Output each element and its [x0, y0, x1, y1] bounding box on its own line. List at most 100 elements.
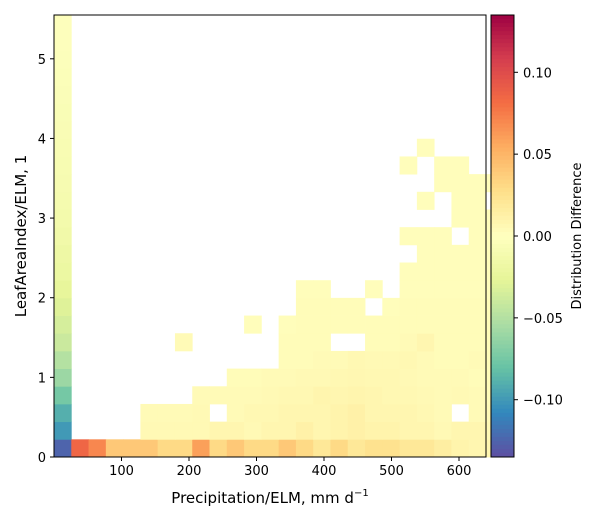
- heatmap-cell: [434, 403, 452, 423]
- heatmap-cell: [330, 386, 349, 405]
- colorbar-segment: [491, 87, 514, 92]
- colorbar-segment: [491, 420, 514, 426]
- heatmap-cell: [261, 421, 280, 440]
- heatmap-cell: [54, 262, 72, 281]
- heatmap-cell: [295, 386, 314, 405]
- colorbar-label: Distribution Difference: [570, 163, 585, 310]
- heatmap-cell: [261, 403, 280, 423]
- colorbar-segment: [491, 248, 514, 253]
- colorbar-segment: [491, 336, 514, 341]
- heatmap-cell: [434, 262, 452, 281]
- colorbar-segment: [491, 143, 514, 149]
- colorbar-segment: [491, 428, 514, 434]
- heatmap-cell: [416, 386, 435, 405]
- heatmap-cell: [365, 333, 383, 352]
- heatmap-cell: [54, 174, 72, 193]
- colorbar-segment: [491, 424, 514, 430]
- heatmap-cell: [451, 262, 470, 281]
- heatmap-cell: [54, 156, 72, 175]
- colorbar-segment: [491, 135, 514, 141]
- heatmap-cell: [382, 368, 400, 387]
- heatmap-cell: [278, 421, 297, 440]
- colorbar-segment: [491, 348, 514, 354]
- heatmap-cell: [365, 280, 383, 299]
- heatmap-cell: [71, 439, 89, 458]
- colorbar-segment: [491, 436, 514, 442]
- heatmap-cell: [174, 403, 193, 423]
- colorbar-segment: [491, 27, 514, 32]
- heatmap-cell: [313, 315, 331, 334]
- heatmap-cell: [416, 262, 435, 281]
- heatmap-cell: [434, 174, 452, 193]
- colorbar-segment: [491, 203, 514, 209]
- y-tick-label: 0: [38, 451, 46, 466]
- colorbar-segment: [491, 187, 514, 193]
- heatmap-cell: [54, 121, 72, 140]
- heatmap-cell: [451, 368, 470, 387]
- heatmap-cell: [382, 315, 400, 334]
- heatmap-cell: [382, 421, 400, 440]
- heatmap-cell: [278, 350, 297, 369]
- heatmap-cell: [468, 262, 487, 281]
- heatmap-cell: [278, 439, 297, 458]
- colorbar-segment: [491, 115, 514, 120]
- colorbar-segment: [491, 179, 514, 185]
- heatmap-cell: [451, 421, 470, 440]
- heatmap-cell: [54, 403, 72, 423]
- colorbar-segment: [491, 260, 514, 265]
- x-tick-label: 300: [244, 464, 269, 479]
- y-tick-label: 3: [38, 212, 46, 227]
- x-tick-label: 100: [109, 464, 134, 479]
- colorbar-segment: [491, 35, 514, 40]
- heatmap-cell: [226, 368, 245, 387]
- heatmap-cell: [399, 368, 418, 387]
- heatmap-cell: [382, 333, 400, 352]
- heatmap-cell: [244, 421, 262, 440]
- heatmap-cell: [416, 421, 435, 440]
- colorbar-segment: [491, 167, 514, 173]
- heatmap-cell: [192, 439, 210, 458]
- colorbar-segment: [491, 171, 514, 177]
- heatmap-cell: [347, 439, 366, 458]
- colorbar-segment: [491, 272, 514, 277]
- x-tick-label: 200: [177, 464, 202, 479]
- heatmap-cell: [140, 439, 159, 458]
- heatmap-cell: [54, 244, 72, 263]
- heatmap-cell: [365, 386, 383, 405]
- colorbar-segment: [491, 215, 514, 221]
- heatmap-cell: [451, 191, 470, 210]
- heatmap-cell: [382, 386, 400, 405]
- heatmap-cell: [54, 191, 72, 210]
- heatmap-cell: [347, 315, 366, 334]
- heatmap-cell: [295, 439, 314, 458]
- colorbar-segment: [491, 400, 514, 406]
- colorbar-segment: [491, 312, 514, 317]
- colorbar-segment: [491, 296, 514, 301]
- colorbar-tick-label: 0.00: [523, 230, 552, 245]
- colorbar-segment: [491, 227, 514, 233]
- colorbar-segment: [491, 264, 514, 269]
- colorbar-segment: [491, 99, 514, 104]
- heatmap-cell: [192, 386, 210, 405]
- heatmap-cell: [54, 68, 72, 87]
- heatmap-cell: [295, 403, 314, 423]
- heatmap-cell: [365, 403, 383, 423]
- heatmap-cell: [54, 138, 72, 157]
- heatmap-cell: [434, 315, 452, 334]
- heatmap-cell: [365, 350, 383, 369]
- heatmap-cell: [399, 439, 418, 458]
- heatmap-cell: [468, 227, 487, 246]
- heatmap-cell: [226, 386, 245, 405]
- colorbar-segment: [491, 43, 514, 48]
- heatmap-cell: [295, 280, 314, 299]
- colorbar-segment: [491, 328, 514, 333]
- heatmap-cell: [174, 333, 193, 352]
- y-tick-label: 1: [38, 371, 46, 386]
- colorbar-segment: [491, 320, 514, 325]
- colorbar-segment: [491, 71, 514, 76]
- colorbar-segment: [491, 191, 514, 197]
- heatmap-cell: [434, 333, 452, 352]
- colorbar-segment: [491, 111, 514, 116]
- heatmap-cell: [244, 368, 262, 387]
- heatmap-cell: [244, 439, 262, 458]
